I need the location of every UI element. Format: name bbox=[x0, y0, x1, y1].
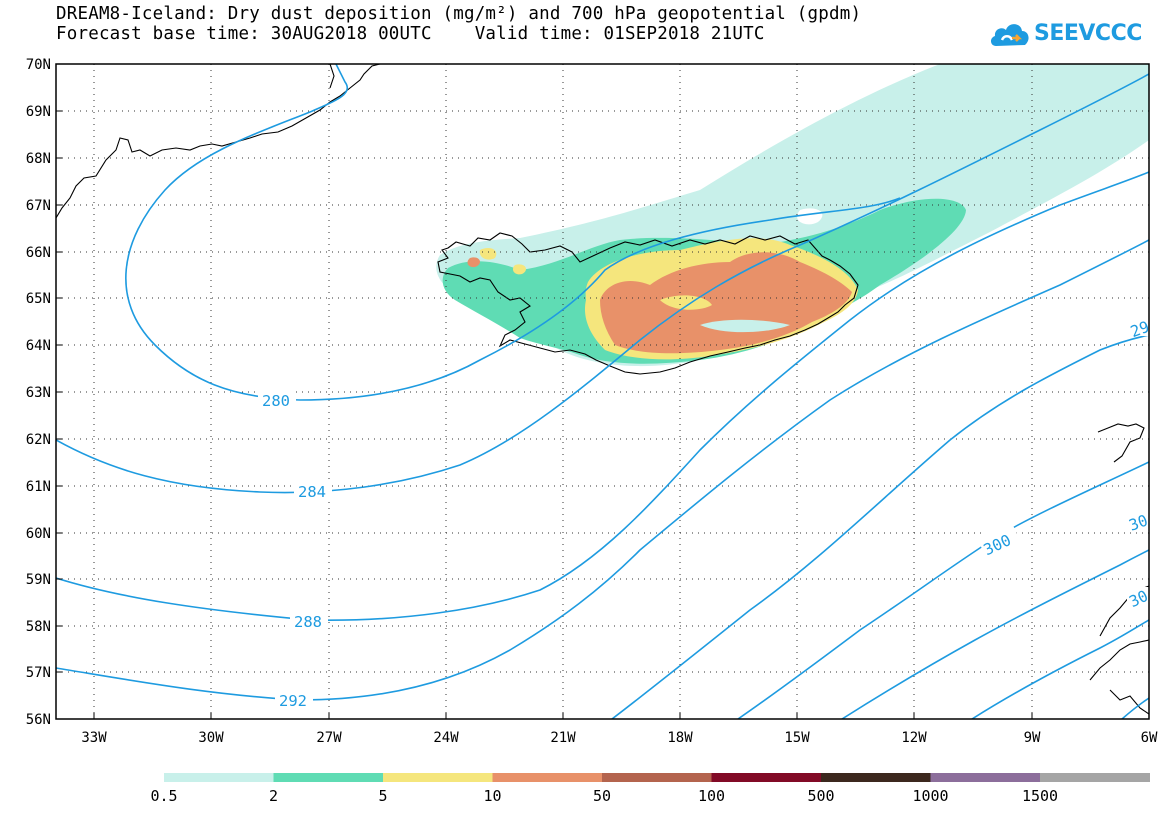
lon-label: 27W bbox=[316, 730, 342, 746]
contour-304 bbox=[971, 619, 1149, 719]
legend-swatch bbox=[602, 773, 712, 782]
axis-ticks bbox=[56, 63, 1150, 720]
lat-label: 69N bbox=[26, 104, 51, 120]
contour-label-284: 284 bbox=[298, 483, 326, 501]
legend-label: 10 bbox=[483, 787, 501, 805]
deposition-0.5-inner bbox=[700, 319, 790, 333]
latitude-labels: 70N 69N 68N 67N 66N 65N 64N 63N 62N 61N … bbox=[26, 57, 51, 728]
legend-label: 0.5 bbox=[150, 787, 177, 805]
legend-label: 100 bbox=[698, 787, 725, 805]
lat-label: 62N bbox=[26, 432, 51, 448]
lat-label: 61N bbox=[26, 479, 51, 495]
lon-label: 21W bbox=[550, 730, 576, 746]
lon-label: 12W bbox=[901, 730, 927, 746]
lat-label: 59N bbox=[26, 572, 51, 588]
lon-label: 18W bbox=[667, 730, 693, 746]
lon-label: 6W bbox=[1141, 730, 1158, 746]
lat-label: 57N bbox=[26, 665, 51, 681]
lat-label: 65N bbox=[26, 291, 51, 307]
deposition-5-patch bbox=[479, 247, 497, 260]
legend-swatch bbox=[711, 773, 822, 782]
legend-swatch bbox=[273, 773, 384, 782]
lat-label: 64N bbox=[26, 338, 51, 354]
contour-288 bbox=[56, 171, 1149, 622]
greenland-coastline bbox=[56, 64, 381, 219]
contour-label-30a: 30 bbox=[1127, 511, 1151, 534]
lat-label: 56N bbox=[26, 712, 51, 728]
legend-swatch bbox=[492, 773, 603, 782]
contour-300b bbox=[841, 549, 1149, 719]
deposition-10-area bbox=[600, 252, 852, 354]
legend-label: 50 bbox=[593, 787, 611, 805]
lat-label: 58N bbox=[26, 619, 51, 635]
legend-swatch bbox=[1040, 773, 1150, 782]
contour-296 bbox=[611, 334, 1149, 719]
legend-swatch bbox=[383, 773, 493, 782]
deposition-5-patch bbox=[512, 264, 526, 275]
chart-subtitle: Forecast base time: 30AUG2018 00UTC Vali… bbox=[56, 24, 765, 44]
contour-308 bbox=[1121, 697, 1149, 719]
legend-label: 1000 bbox=[912, 787, 948, 805]
lat-label: 63N bbox=[26, 385, 51, 401]
clear-patch bbox=[797, 208, 823, 225]
contour-label-292: 292 bbox=[279, 692, 307, 710]
contour-label-280: 280 bbox=[262, 392, 290, 410]
lat-label: 67N bbox=[26, 198, 51, 214]
contour-300a bbox=[737, 461, 1149, 719]
graticule bbox=[56, 64, 1149, 719]
contour-label-288: 288 bbox=[294, 613, 322, 631]
lon-label: 30W bbox=[198, 730, 224, 746]
iceland-coastline bbox=[437, 232, 859, 375]
lon-label: 24W bbox=[433, 730, 459, 746]
dust-deposition-field bbox=[436, 64, 1149, 367]
legend-label: 500 bbox=[807, 787, 834, 805]
deposition-5-inner bbox=[660, 295, 712, 310]
longitude-labels: 33W 30W 27W 24W 21W 18W 15W 12W 9W 6W bbox=[81, 730, 1158, 746]
faroe-coastline bbox=[1097, 423, 1145, 463]
legend-swatch bbox=[164, 773, 274, 782]
legend-swatch bbox=[821, 773, 931, 782]
lat-label: 70N bbox=[26, 57, 51, 73]
legend-swatch bbox=[930, 773, 1041, 782]
cloud-icon bbox=[990, 24, 1029, 46]
lat-label: 60N bbox=[26, 526, 51, 542]
logo-text: SEEVCCC bbox=[1034, 20, 1142, 46]
legend-label: 2 bbox=[269, 787, 278, 805]
lon-label: 15W bbox=[784, 730, 810, 746]
chart-title: DREAM8-Iceland: Dry dust deposition (mg/… bbox=[56, 4, 862, 24]
lon-label: 33W bbox=[81, 730, 107, 746]
legend-label: 1500 bbox=[1022, 787, 1058, 805]
color-legend: 0.5 2 5 10 50 100 500 1000 1500 bbox=[150, 773, 1150, 805]
lon-label: 9W bbox=[1024, 730, 1041, 746]
legend-label: 5 bbox=[378, 787, 387, 805]
contour-284 bbox=[56, 73, 1149, 494]
contour-labels: 280 284 288 292 300 29 30 30 bbox=[258, 318, 1152, 710]
lat-label: 68N bbox=[26, 151, 51, 167]
lat-label: 66N bbox=[26, 245, 51, 261]
deposition-10-patch bbox=[467, 257, 481, 268]
seevccc-logo: SEEVCCC bbox=[988, 18, 1142, 48]
contour-label-29: 29 bbox=[1128, 318, 1152, 341]
greenland-coastline-north bbox=[329, 64, 335, 89]
contour-280 bbox=[125, 64, 901, 401]
